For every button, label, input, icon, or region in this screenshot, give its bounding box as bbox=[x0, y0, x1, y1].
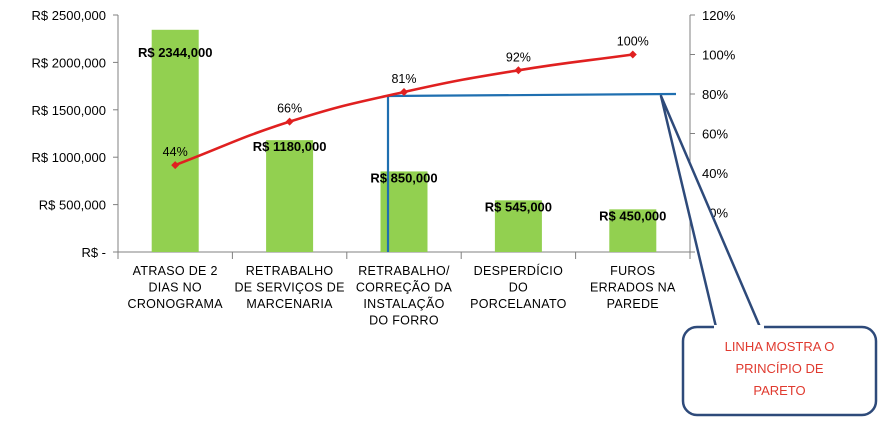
category-label: CORREÇÃO DA bbox=[356, 281, 453, 295]
bar bbox=[151, 29, 199, 252]
category-label: ATRASO DE 2 bbox=[133, 264, 218, 278]
bar bbox=[266, 140, 314, 252]
bar-value-label: R$ 1180,000 bbox=[253, 139, 327, 154]
callout-frame bbox=[681, 325, 878, 417]
bar-value-label: R$ 450,000 bbox=[599, 208, 666, 223]
bar-value-label: R$ 545,000 bbox=[485, 199, 552, 214]
bar bbox=[609, 209, 657, 252]
cumulative-pct-label: 92% bbox=[506, 50, 531, 64]
callout-text-line: LINHA MOSTRA O bbox=[725, 339, 835, 354]
cumulative-pct-label: 44% bbox=[163, 145, 188, 159]
bars bbox=[151, 29, 657, 252]
category-label: FUROS bbox=[610, 264, 655, 278]
y-tick-label: R$ 2500,000 bbox=[32, 8, 106, 23]
cumulative-pct-label: 66% bbox=[277, 102, 302, 116]
y2-tick-label: 120% bbox=[702, 8, 736, 23]
y-tick-label: R$ 1000,000 bbox=[32, 150, 106, 165]
bar-value-label: R$ 850,000 bbox=[370, 170, 437, 185]
pareto-marker bbox=[386, 92, 677, 252]
y-tick-label: R$ 2000,000 bbox=[32, 55, 106, 70]
category-label: INSTALAÇÃO bbox=[363, 297, 444, 311]
callout-text-line: PARETO bbox=[753, 383, 805, 398]
y2-tick-label: 80% bbox=[702, 87, 728, 102]
category-label: PORCELANATO bbox=[470, 297, 567, 311]
cumulative-pct-label: 100% bbox=[617, 35, 649, 49]
cumulative-point bbox=[514, 66, 523, 75]
y2-tick-label: 60% bbox=[702, 127, 728, 142]
callout-box: LINHA MOSTRA O PRINCÍPIO DE PARETO bbox=[659, 94, 878, 417]
callout-pointer-join bbox=[714, 325, 764, 331]
y2-tick-label: 40% bbox=[702, 166, 728, 181]
cumulative-point bbox=[171, 161, 180, 170]
pareto-horizontal-line bbox=[387, 92, 677, 98]
cumulative-pct-label: 81% bbox=[391, 72, 416, 86]
y-tick-label: R$ 1500,000 bbox=[32, 103, 106, 118]
bar-value-label: R$ 2344,000 bbox=[138, 45, 212, 60]
bar-data-labels: R$ 2344,000 R$ 1180,000 R$ 850,000 R$ 545,0… bbox=[138, 45, 666, 224]
category-label: DIAS NO bbox=[148, 281, 202, 295]
category-label: ERRADOS NA bbox=[590, 281, 676, 295]
category-label: DO FORRO bbox=[369, 314, 439, 328]
category-label: CRONOGRAMA bbox=[128, 297, 224, 311]
category-label: DE SERVIÇOS DE bbox=[234, 281, 344, 295]
y2-tick-label: 100% bbox=[702, 48, 736, 63]
cumulative-line: 44% 66% 81% 92% 100% bbox=[163, 35, 649, 170]
y-tick-label: R$ - bbox=[81, 245, 106, 260]
y-tick-label: R$ 500,000 bbox=[39, 198, 106, 213]
callout-text-line: PRINCÍPIO DE bbox=[735, 361, 823, 376]
category-label: RETRABALHO/ bbox=[358, 264, 450, 278]
bar bbox=[494, 200, 542, 252]
category-labels: ATRASO DE 2 DIAS NO CRONOGRAMA RETRABALHO DE… bbox=[128, 263, 676, 328]
category-label: DO bbox=[509, 281, 528, 295]
cumulative-point bbox=[400, 88, 408, 97]
category-label: PAREDE bbox=[607, 297, 659, 311]
cumulative-point bbox=[285, 117, 294, 126]
category-label: RETRABALHO bbox=[246, 264, 334, 278]
cumulative-point bbox=[628, 50, 637, 59]
category-label: DESPERDÍCIO bbox=[474, 263, 563, 278]
category-label: MARCENARIA bbox=[246, 297, 333, 311]
y-axis-labels: R$ - R$ 500,000 R$ 1000,000 R$ 1500,000 R$ 2… bbox=[32, 8, 106, 260]
